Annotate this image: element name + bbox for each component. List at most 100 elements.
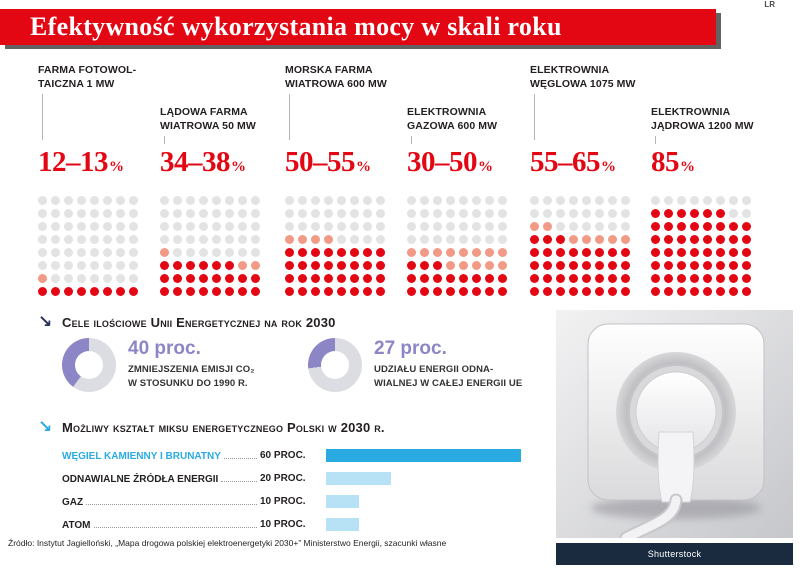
- mix-category-label: ODNAWIALNE ŹRÓDŁA ENERGII: [62, 473, 219, 485]
- waffle-dot: [595, 235, 604, 244]
- waffle-dot: [742, 222, 751, 231]
- waffle-dot: [116, 196, 125, 205]
- waffle-dot: [543, 209, 552, 218]
- waffle-dot: [690, 222, 699, 231]
- waffle-dot: [651, 274, 660, 283]
- waffle-dot: [212, 248, 221, 257]
- waffle-dot: [238, 196, 247, 205]
- waffle-dot: [160, 209, 169, 218]
- waffle-dot: [677, 196, 686, 205]
- waffle-dot: [298, 287, 307, 296]
- waffle-dot: [459, 274, 468, 283]
- waffle-dot: [569, 248, 578, 257]
- waffle-dot: [446, 261, 455, 270]
- waffle-dot: [621, 248, 630, 257]
- mix-category-label: GAZ: [62, 496, 84, 508]
- donut-description-line: UDZIAŁU ENERGII ODNA-: [374, 364, 494, 375]
- waffle-dot: [420, 248, 429, 257]
- capacity-factor-number: 12–13: [38, 146, 109, 178]
- waffle-dot: [212, 261, 221, 270]
- waffle-dot: [51, 248, 60, 257]
- waffle-dot: [595, 248, 604, 257]
- waffle-dot: [199, 261, 208, 270]
- waffle-grid: [285, 196, 385, 296]
- donut-description: ZMNIEJSZENIA EMISJI CO₂ W STOSUNKU DO 199…: [128, 363, 255, 391]
- waffle-dot: [569, 287, 578, 296]
- waffle-dot: [350, 196, 359, 205]
- waffle-dot: [729, 274, 738, 283]
- mix-row: ODNAWIALNE ŹRÓDŁA ENERGII 20 PROC.: [62, 467, 540, 490]
- waffle-dot: [664, 248, 673, 257]
- waffle-dot: [160, 274, 169, 283]
- waffle-dot: [350, 274, 359, 283]
- waffle-dot: [90, 261, 99, 270]
- waffle-dot: [703, 196, 712, 205]
- plug-cable: [621, 495, 681, 543]
- waffle-dot: [703, 222, 712, 231]
- waffle-dot: [742, 235, 751, 244]
- waffle-dot: [212, 287, 221, 296]
- waffle-dot: [160, 248, 169, 257]
- waffle-dot: [298, 235, 307, 244]
- donut-description-line: W STOSUNKU DO 1990 R.: [128, 377, 248, 389]
- waffle-dot: [569, 209, 578, 218]
- waffle-dot: [51, 274, 60, 283]
- waffle-dot: [116, 248, 125, 257]
- waffle-dot: [595, 222, 604, 231]
- plant-column: LĄDOWA FARMA WIATROWA 50 MW 34–38%: [160, 0, 278, 300]
- waffle-dot: [324, 196, 333, 205]
- waffle-dot: [472, 248, 481, 257]
- waffle-dot: [556, 222, 565, 231]
- waffle-dot: [582, 274, 591, 283]
- waffle-dot: [485, 209, 494, 218]
- waffle-dot: [608, 222, 617, 231]
- plant-label: MORSKA FARMA WIATROWA 600 MW: [285, 64, 405, 92]
- waffle-dot: [716, 196, 725, 205]
- waffle-dot: [530, 261, 539, 270]
- waffle-dot: [446, 209, 455, 218]
- mix-bar: [326, 449, 521, 462]
- waffle-dot: [324, 209, 333, 218]
- waffle-dot: [90, 235, 99, 244]
- waffle-dot: [677, 235, 686, 244]
- waffle-dot: [350, 209, 359, 218]
- waffle-dot: [433, 235, 442, 244]
- waffle-dot: [407, 287, 416, 296]
- waffle-dot: [90, 196, 99, 205]
- plant-label-line: ELEKTROWNIA: [651, 106, 731, 118]
- waffle-dot: [64, 196, 73, 205]
- waffle-dot: [651, 287, 660, 296]
- waffle-dot: [472, 209, 481, 218]
- waffle-dot: [556, 261, 565, 270]
- mix-value: 10 PROC.: [260, 519, 306, 530]
- waffle-dot: [498, 287, 507, 296]
- waffle-dot: [38, 287, 47, 296]
- waffle-dot: [459, 287, 468, 296]
- waffle-dot: [703, 209, 712, 218]
- waffle-dot: [703, 274, 712, 283]
- waffle-dot: [337, 209, 346, 218]
- mix-label-cell: GAZ: [62, 496, 260, 508]
- waffle-dot: [703, 235, 712, 244]
- waffle-dot: [677, 274, 686, 283]
- waffle-dot: [690, 274, 699, 283]
- waffle-dot: [173, 209, 182, 218]
- waffle-dot: [298, 196, 307, 205]
- capacity-factor-number: 55–65: [530, 146, 601, 178]
- waffle-dot: [160, 222, 169, 231]
- waffle-dot: [238, 248, 247, 257]
- mix-row: GAZ 10 PROC.: [62, 490, 540, 513]
- waffle-dot: [199, 287, 208, 296]
- waffle-dot: [472, 287, 481, 296]
- waffle-dot: [103, 274, 112, 283]
- waffle-dot: [90, 209, 99, 218]
- waffle-dot: [298, 274, 307, 283]
- waffle-dot: [621, 209, 630, 218]
- waffle-dot: [582, 209, 591, 218]
- waffle-dot: [729, 261, 738, 270]
- waffle-dot: [664, 274, 673, 283]
- waffle-dot: [677, 209, 686, 218]
- waffle-dot: [530, 235, 539, 244]
- waffle-dot: [543, 274, 552, 283]
- donut-value: 27 proc.: [374, 338, 447, 359]
